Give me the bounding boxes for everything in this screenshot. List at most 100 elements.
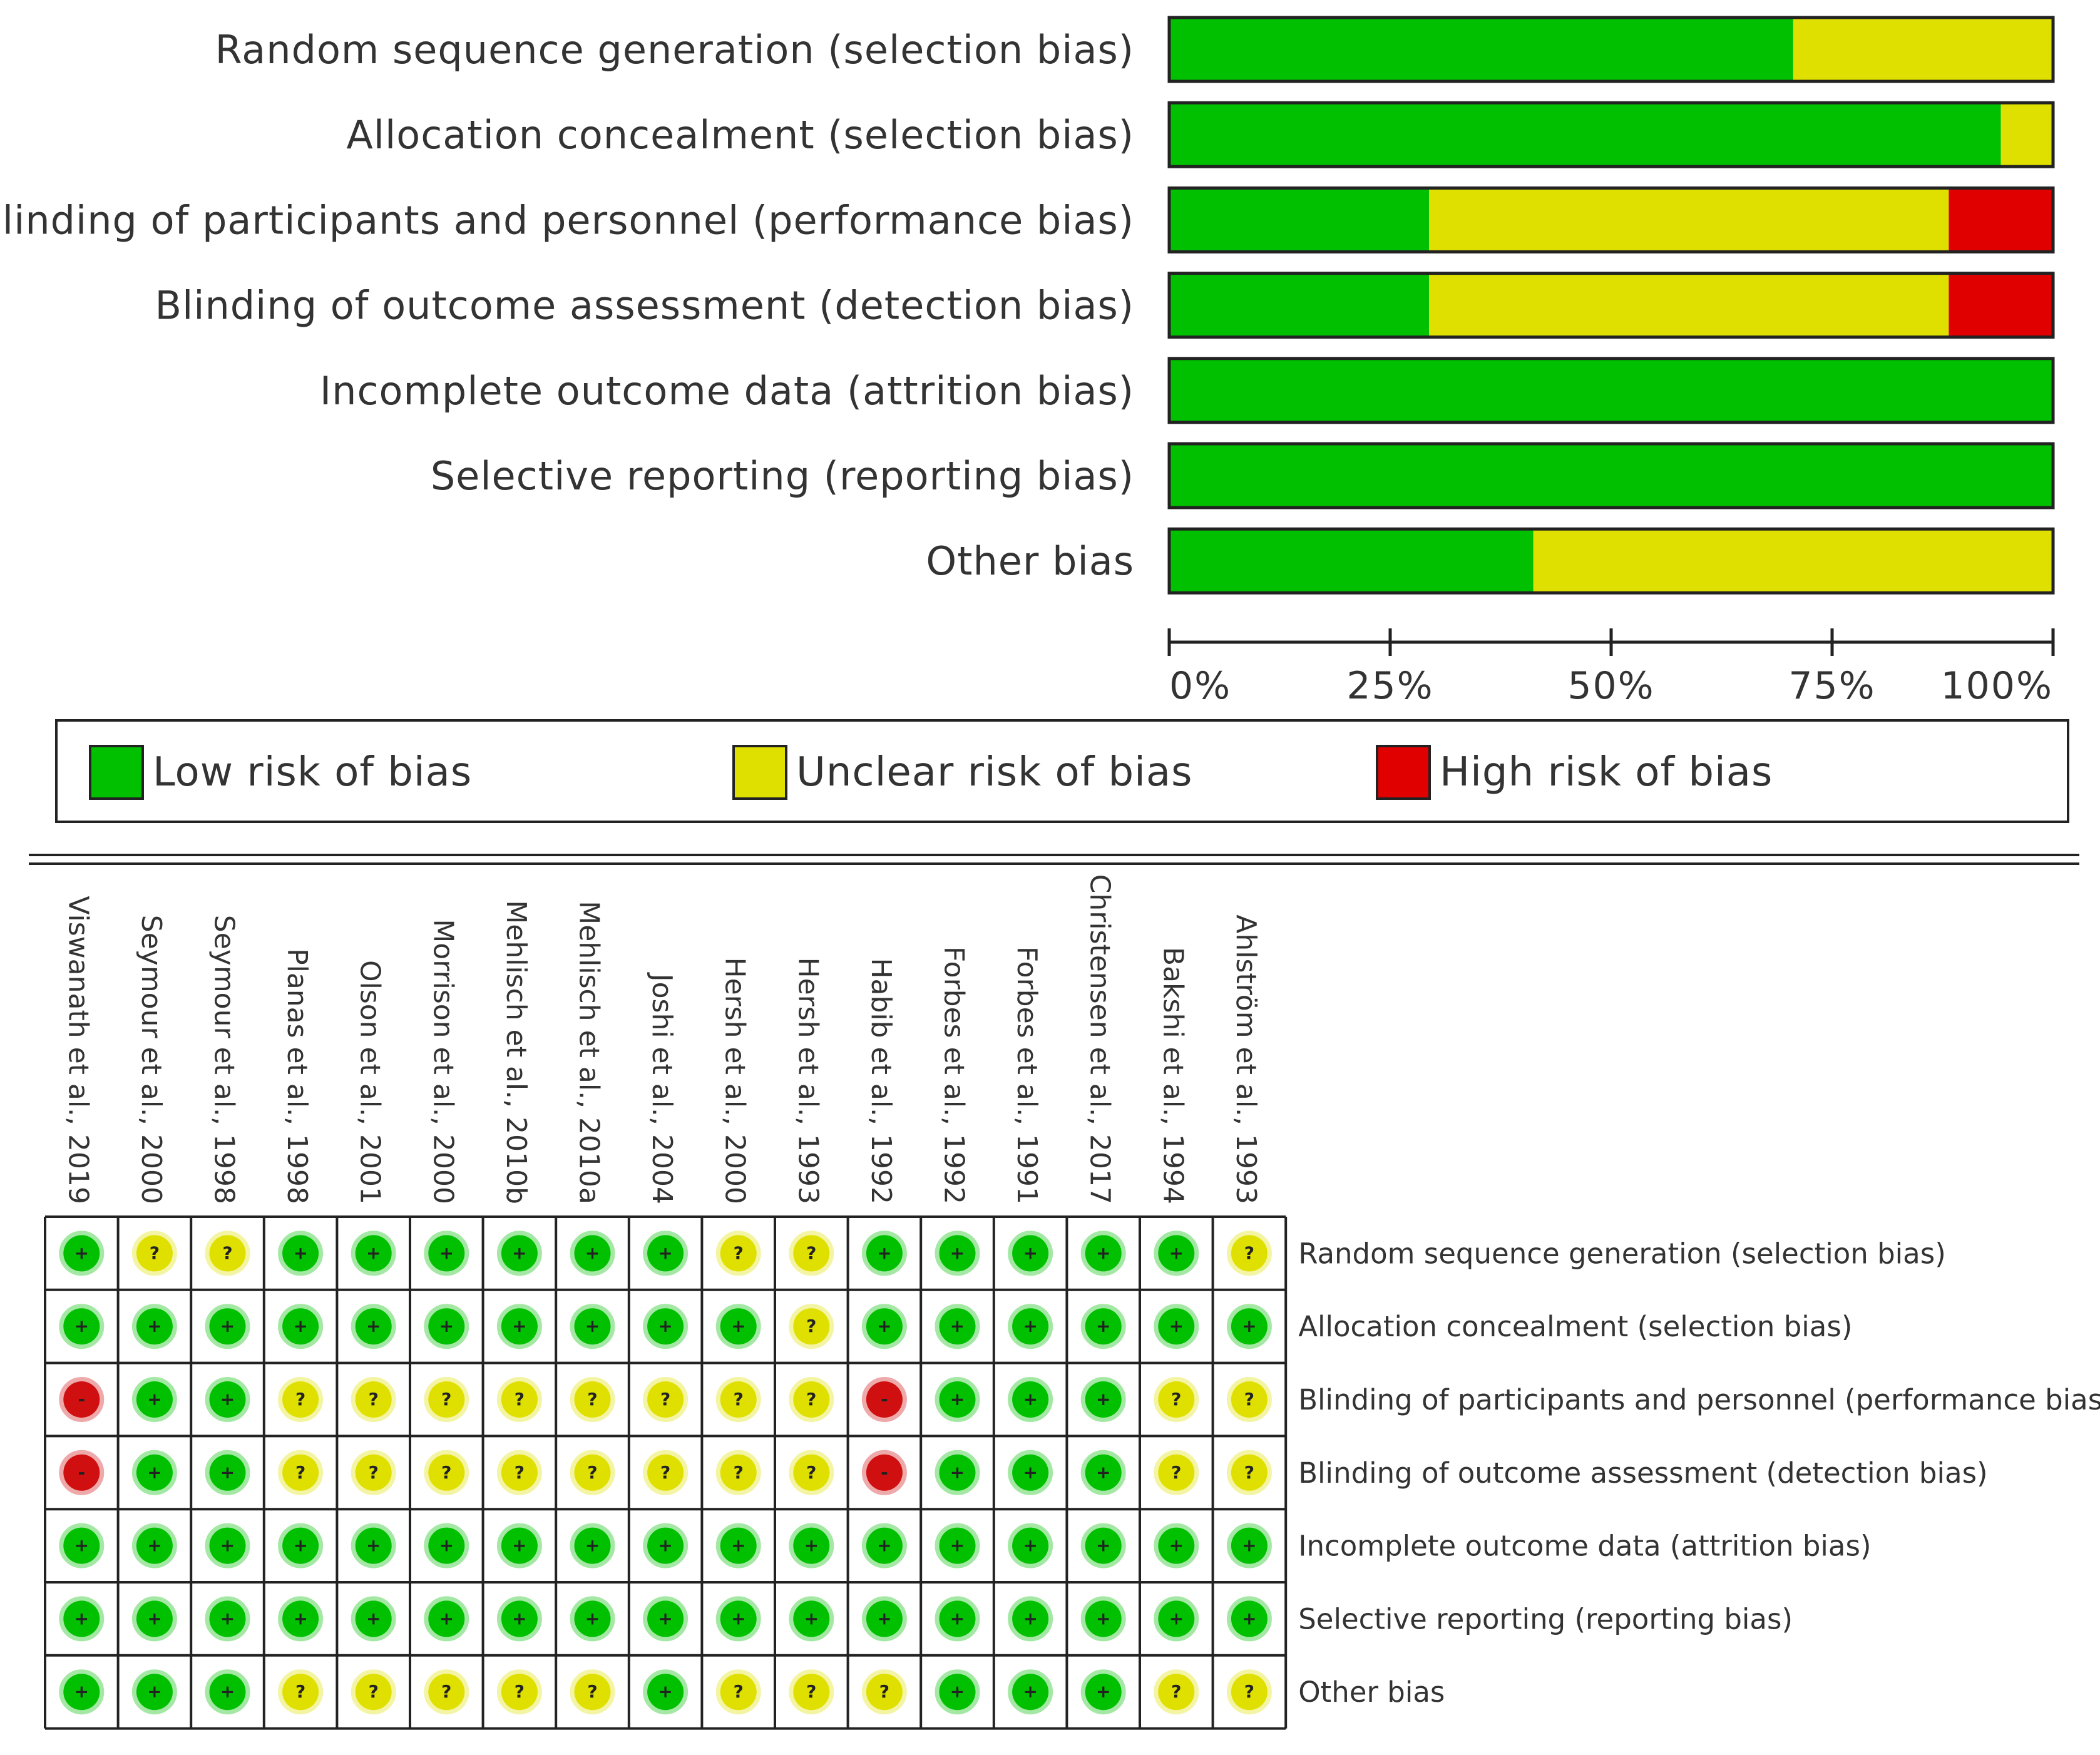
judgement-low-r3-c13: +: [1008, 1450, 1053, 1495]
judgement-symbol: ?: [734, 1681, 744, 1702]
judgement-low-r1-c1: +: [131, 1304, 177, 1349]
judgement-symbol: +: [877, 1316, 891, 1336]
judgement-symbol: +: [877, 1608, 891, 1629]
category-label-incomplete-outcome-data-attrition-bias: Incomplete outcome data (attrition bias): [320, 368, 1134, 414]
judgement-symbol: +: [585, 1535, 600, 1556]
judgement-symbol: +: [585, 1608, 600, 1629]
bar-outline-allocation-concealment-selection-bias: [1167, 101, 2055, 168]
judgement-symbol: ?: [1244, 1242, 1254, 1263]
judgement-unclear-r0-c10: ?: [789, 1231, 834, 1276]
judgement-low-r5-c5: +: [424, 1596, 469, 1642]
judgement-low-r6-c13: +: [1008, 1669, 1053, 1715]
judgement-low-r3-c2: +: [205, 1450, 250, 1495]
judgement-low-r1-c4: +: [351, 1304, 396, 1349]
judgement-symbol: +: [950, 1681, 965, 1702]
x-tick-label-0: 0%: [1169, 664, 1231, 708]
legend-swatch-unclear: [732, 745, 787, 800]
judgement-low-r4-c13: +: [1008, 1523, 1053, 1568]
divider-line-lower: [29, 862, 2079, 865]
judgement-low-r5-c13: +: [1008, 1596, 1053, 1642]
study-label-viswanath-et-al-2019: Viswanath et al., 2019: [62, 896, 94, 1204]
judgement-low-r5-c14: +: [1080, 1596, 1126, 1642]
judgement-low-r1-c7: +: [570, 1304, 615, 1349]
judgement-low-r6-c1: +: [131, 1669, 177, 1715]
category-label-blinding-of-participants-and-personnel-performance-bias: Blinding of participants and personnel (…: [0, 197, 1134, 243]
judgement-symbol: +: [439, 1316, 454, 1336]
judgement-unclear-r6-c15: ?: [1154, 1669, 1199, 1715]
x-tick-label-2: 50%: [1567, 664, 1654, 708]
judgement-symbol: ?: [441, 1462, 451, 1483]
judgement-unclear-r6-c9: ?: [715, 1669, 761, 1715]
judgement-symbol: +: [74, 1316, 89, 1336]
study-label-seymour-et-al-2000: Seymour et al., 2000: [135, 915, 167, 1204]
study-label-christensen-et-al-2017: Christensen et al., 2017: [1084, 874, 1116, 1204]
judgement-low-r4-c16: +: [1226, 1523, 1272, 1568]
judgement-symbol: -: [881, 1389, 888, 1410]
judgement-symbol: +: [1096, 1535, 1110, 1556]
judgement-unclear-r6-c11: ?: [861, 1669, 907, 1715]
judgement-symbol: ?: [1171, 1389, 1181, 1410]
judgement-low-r1-c5: +: [424, 1304, 469, 1349]
judgement-symbol: ?: [515, 1462, 525, 1483]
judgement-low-r1-c14: +: [1080, 1304, 1126, 1349]
judgement-symbol: +: [1096, 1389, 1110, 1410]
judgement-symbol: +: [293, 1608, 307, 1629]
judgement-low-r0-c15: +: [1154, 1231, 1199, 1276]
judgement-symbol: ?: [806, 1462, 816, 1483]
judgement-unclear-r2-c8: ?: [643, 1377, 689, 1422]
judgement-symbol: +: [220, 1608, 235, 1629]
divider-line-upper: [29, 854, 2079, 856]
judgement-unclear-r2-c7: ?: [570, 1377, 615, 1422]
judgement-symbol: +: [804, 1608, 819, 1629]
study-label-hersh-et-al-1993: Hersh et al., 1993: [792, 958, 824, 1204]
judgement-symbol: ?: [295, 1462, 305, 1483]
judgement-symbol: ?: [369, 1681, 379, 1702]
judgement-unclear-r6-c16: ?: [1226, 1669, 1272, 1715]
x-tick-label-1: 25%: [1346, 664, 1433, 708]
judgement-unclear-r3-c15: ?: [1154, 1450, 1199, 1495]
bar-blinding-of-participants-and-personnel-performance-bias-low-risk-of-bias: [1169, 188, 1430, 252]
judgement-low-r1-c13: +: [1008, 1304, 1053, 1349]
judgement-low-r1-c9: +: [715, 1304, 761, 1349]
judgement-symbol: +: [293, 1535, 307, 1556]
judgement-low-r1-c16: +: [1226, 1304, 1272, 1349]
judgement-symbol: +: [950, 1535, 965, 1556]
judgement-low-r3-c12: +: [935, 1450, 980, 1495]
judgement-low-r4-c12: +: [935, 1523, 980, 1568]
judgement-low-r1-c8: +: [643, 1304, 689, 1349]
judgement-low-r4-c1: +: [131, 1523, 177, 1568]
judgement-unclear-r0-c1: ?: [131, 1231, 177, 1276]
judgement-symbol: +: [293, 1316, 307, 1336]
x-tick-label-3: 75%: [1788, 664, 1875, 708]
judgement-symbol: ?: [660, 1389, 670, 1410]
judgement-symbol: +: [74, 1681, 89, 1702]
bar-outline-other-bias: [1167, 527, 2055, 595]
judgement-symbol: +: [1096, 1681, 1110, 1702]
judgement-symbol: ?: [806, 1316, 816, 1336]
judgement-symbol: +: [658, 1316, 672, 1336]
domain-label-selective-reporting-reporting-bias: Selective reporting (reporting bias): [1298, 1602, 1793, 1635]
judgement-symbol: ?: [879, 1681, 889, 1702]
judgement-unclear-r1-c10: ?: [789, 1304, 834, 1349]
judgement-symbol: ?: [587, 1389, 597, 1410]
judgement-low-r1-c6: +: [496, 1304, 542, 1349]
judgement-unclear-r3-c3: ?: [278, 1450, 324, 1495]
judgement-low-r5-c4: +: [351, 1596, 396, 1642]
judgement-low-r0-c13: +: [1008, 1231, 1053, 1276]
judgement-symbol: +: [585, 1242, 600, 1263]
judgement-symbol: -: [78, 1462, 85, 1483]
judgement-symbol: +: [366, 1608, 381, 1629]
bar-other-bias-low-risk-of-bias: [1169, 529, 1534, 593]
judgement-low-r4-c8: +: [643, 1523, 689, 1568]
judgement-symbol: +: [1169, 1316, 1184, 1336]
judgement-low-r6-c0: +: [59, 1669, 105, 1715]
judgement-unclear-r3-c6: ?: [496, 1450, 542, 1495]
judgement-low-r5-c3: +: [278, 1596, 324, 1642]
judgement-low-r0-c0: +: [59, 1231, 105, 1276]
bar-blinding-of-outcome-assessment-detection-bias-unclear-risk-of-bias: [1429, 273, 1949, 337]
category-label-other-bias: Other bias: [926, 538, 1134, 584]
judgement-symbol: ?: [1244, 1462, 1254, 1483]
judgement-symbol: +: [1096, 1462, 1110, 1483]
bar-outline-selective-reporting-reporting-bias: [1167, 442, 2055, 509]
bar-blinding-of-outcome-assessment-detection-bias-high-risk-of-bias: [1949, 273, 2053, 337]
